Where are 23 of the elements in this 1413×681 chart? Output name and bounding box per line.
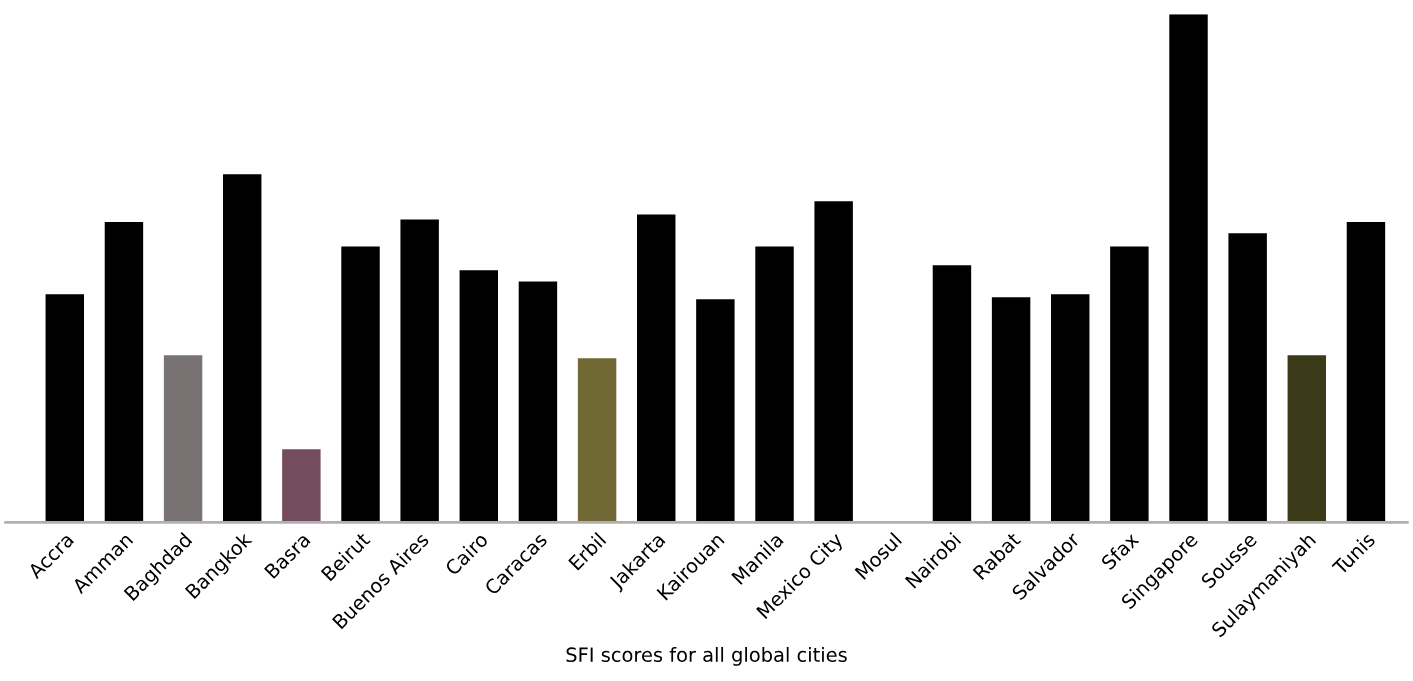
bar: [1287, 355, 1327, 523]
bar: [637, 214, 676, 523]
bar: [577, 358, 617, 523]
bar: [1346, 222, 1386, 523]
bar: [1051, 294, 1090, 523]
bar: [696, 299, 735, 523]
bar: [991, 297, 1031, 523]
bar: [1110, 246, 1149, 523]
bar: [1228, 233, 1267, 523]
bar: [341, 246, 380, 523]
bar: [104, 222, 144, 523]
bar: [163, 355, 203, 523]
bar: [45, 294, 85, 523]
bar: [1169, 14, 1208, 523]
bar: [932, 265, 972, 523]
x-axis-title: SFI scores for all global cities: [566, 646, 847, 666]
bar: [459, 270, 499, 523]
bar: [755, 246, 794, 523]
bar: [400, 219, 439, 523]
bar: [518, 281, 558, 523]
bar: [282, 449, 321, 523]
bar: [223, 174, 262, 523]
bar: [814, 201, 853, 523]
